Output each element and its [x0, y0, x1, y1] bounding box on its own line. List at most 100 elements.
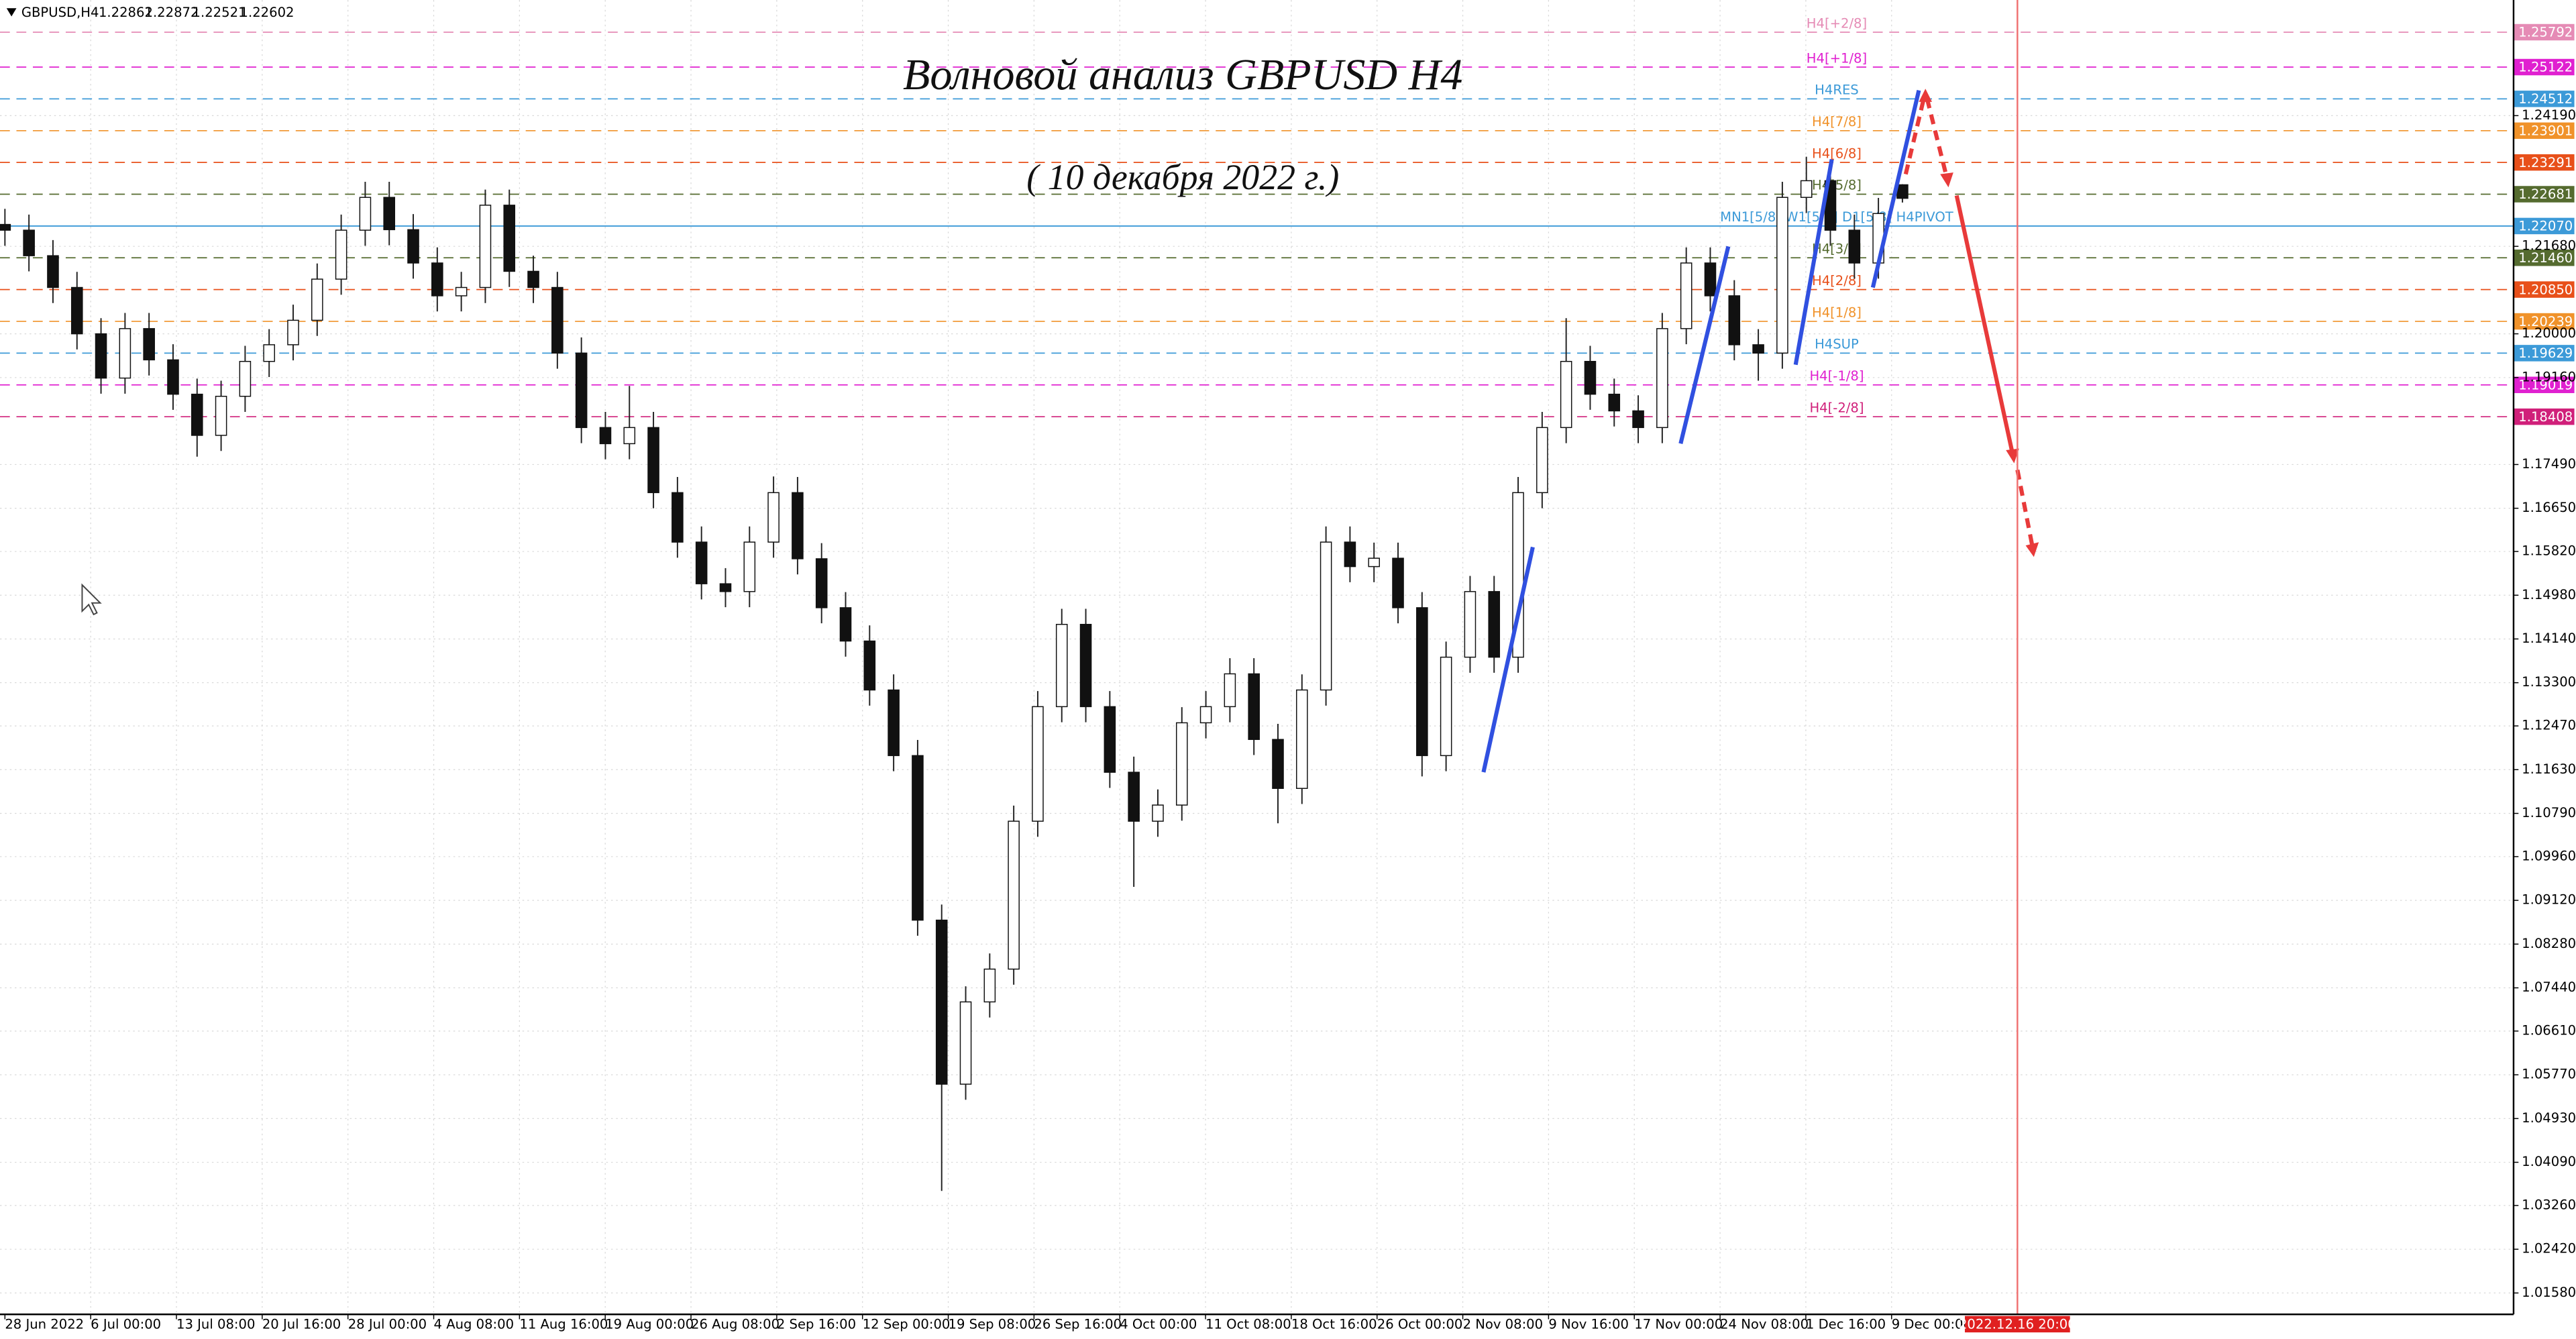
y-tick-label: 1.24190 [2522, 107, 2576, 123]
candle-body [1104, 706, 1116, 773]
candle-body [479, 205, 492, 288]
y-tick-label: 1.16650 [2522, 500, 2576, 515]
level-value: 1.19019 [2518, 377, 2573, 392]
x-tick-label: 19 Aug 00:00 [605, 1317, 694, 1332]
candle-body [1848, 229, 1861, 264]
level-name: H4[2/8] [1812, 273, 1862, 288]
x-tick-label: 26 Sep 16:00 [1034, 1317, 1122, 1332]
candle-body [95, 333, 107, 379]
candle-body [912, 755, 924, 921]
y-tick-label: 1.12470 [2522, 718, 2576, 733]
level-badge [2513, 186, 2575, 203]
x-tick-label: 2 Nov 08:00 [1463, 1317, 1544, 1332]
level-badge [2513, 281, 2575, 298]
candle-body [70, 286, 83, 335]
level-name: H4[7/8] [1812, 114, 1862, 129]
y-tick-label: 1.09960 [2522, 848, 2576, 863]
candle-body [1704, 262, 1717, 297]
x-tick-label: 11 Aug 16:00 [519, 1317, 608, 1332]
candle-body [839, 607, 852, 642]
level-value: 1.22070 [2518, 219, 2573, 234]
y-tick-label: 1.19160 [2522, 369, 2576, 384]
menu-triangle[interactable] [6, 8, 17, 17]
x-tick-label: 1 Dec 16:00 [1806, 1317, 1886, 1332]
candle-body [1536, 427, 1548, 494]
candle-body [1224, 673, 1236, 708]
y-tick-label: 1.14140 [2522, 631, 2576, 646]
candle-body [1272, 739, 1284, 789]
level-badge [2513, 250, 2575, 266]
level-badge [2513, 154, 2575, 171]
x-tick-label: 9 Dec 00:00 [1892, 1317, 1972, 1332]
wave-lines [1481, 90, 1921, 773]
candle-body [888, 689, 900, 757]
y-tick-label: 1.08280 [2522, 936, 2576, 951]
level-badge [2513, 376, 2575, 393]
candle-body [1488, 591, 1501, 658]
level-name: H4[-2/8] [1809, 400, 1864, 415]
candle-body [647, 427, 659, 494]
level-value: 1.20850 [2518, 282, 2573, 297]
x-tick-label: 26 Oct 00:00 [1377, 1317, 1463, 1332]
y-tick-label: 1.01580 [2522, 1285, 2576, 1300]
x-tick-label: 28 Jun 2022 [5, 1317, 84, 1332]
header-high: 1.22872 [145, 5, 199, 20]
grid [0, 0, 2514, 1315]
y-tick-label: 1.07440 [2522, 979, 2576, 995]
x-tick-label: 6 Jul 00:00 [91, 1317, 161, 1332]
level-badge [2513, 23, 2575, 41]
y-tick-label: 1.04090 [2522, 1154, 2576, 1169]
wave-line [1793, 159, 1834, 366]
candle-body [623, 427, 636, 445]
level-badge [2513, 217, 2575, 235]
level-value: 1.22681 [2518, 186, 2573, 202]
x-tick-label: 11 Oct 08:00 [1205, 1317, 1291, 1332]
x-tick-label: 20 Jul 16:00 [262, 1317, 341, 1332]
candle-body [1008, 820, 1020, 970]
wave-line [1481, 546, 1535, 773]
y-tick-label: 1.03260 [2522, 1197, 2576, 1212]
y-tick-label: 1.20000 [2522, 325, 2576, 341]
candle-body [1079, 623, 1092, 708]
candle-body [503, 205, 516, 272]
candle-body [1800, 180, 1813, 198]
y-tick-label: 1.15820 [2522, 543, 2576, 559]
level-value: 1.20239 [2518, 314, 2573, 329]
candle-body [1512, 492, 1524, 658]
candle-body [1152, 804, 1164, 822]
y-tick-label: 1.10790 [2522, 805, 2576, 820]
forecast-time: 2022.12.16 20:00 [1959, 1317, 2076, 1332]
forecast-line [1903, 98, 1926, 175]
x-tick-label: 18 Oct 16:00 [1291, 1317, 1377, 1332]
candle-body [287, 319, 299, 345]
wave-line [1678, 246, 1731, 444]
candle-body [311, 278, 323, 321]
level-value: 1.18408 [2518, 409, 2573, 425]
candle-body [527, 270, 539, 288]
candle-body [1656, 328, 1668, 429]
candle-body [1416, 607, 1428, 757]
candle-body [1776, 197, 1788, 354]
x-tick-label: 17 Nov 00:00 [1634, 1317, 1723, 1332]
candle-body [263, 344, 275, 362]
candle-body [167, 359, 179, 395]
candle-body [1055, 623, 1068, 708]
x-tick-label: 26 Aug 08:00 [691, 1317, 780, 1332]
level-name: H4[1/8] [1812, 305, 1862, 320]
level-badge [2513, 122, 2575, 140]
candle-body [672, 492, 684, 543]
candle-body [1128, 771, 1140, 822]
header-low: 1.22521 [193, 5, 247, 20]
candle-body [1248, 673, 1260, 741]
y-tick-label: 1.21680 [2522, 238, 2576, 254]
candle-body [1032, 706, 1044, 822]
candle-body [1728, 295, 1741, 345]
forecast-line [1925, 98, 1949, 178]
level-badge [2513, 313, 2575, 330]
candle-body [191, 393, 203, 436]
y-tick-label: 1.11630 [2522, 761, 2576, 777]
candle-body [1608, 393, 1621, 412]
